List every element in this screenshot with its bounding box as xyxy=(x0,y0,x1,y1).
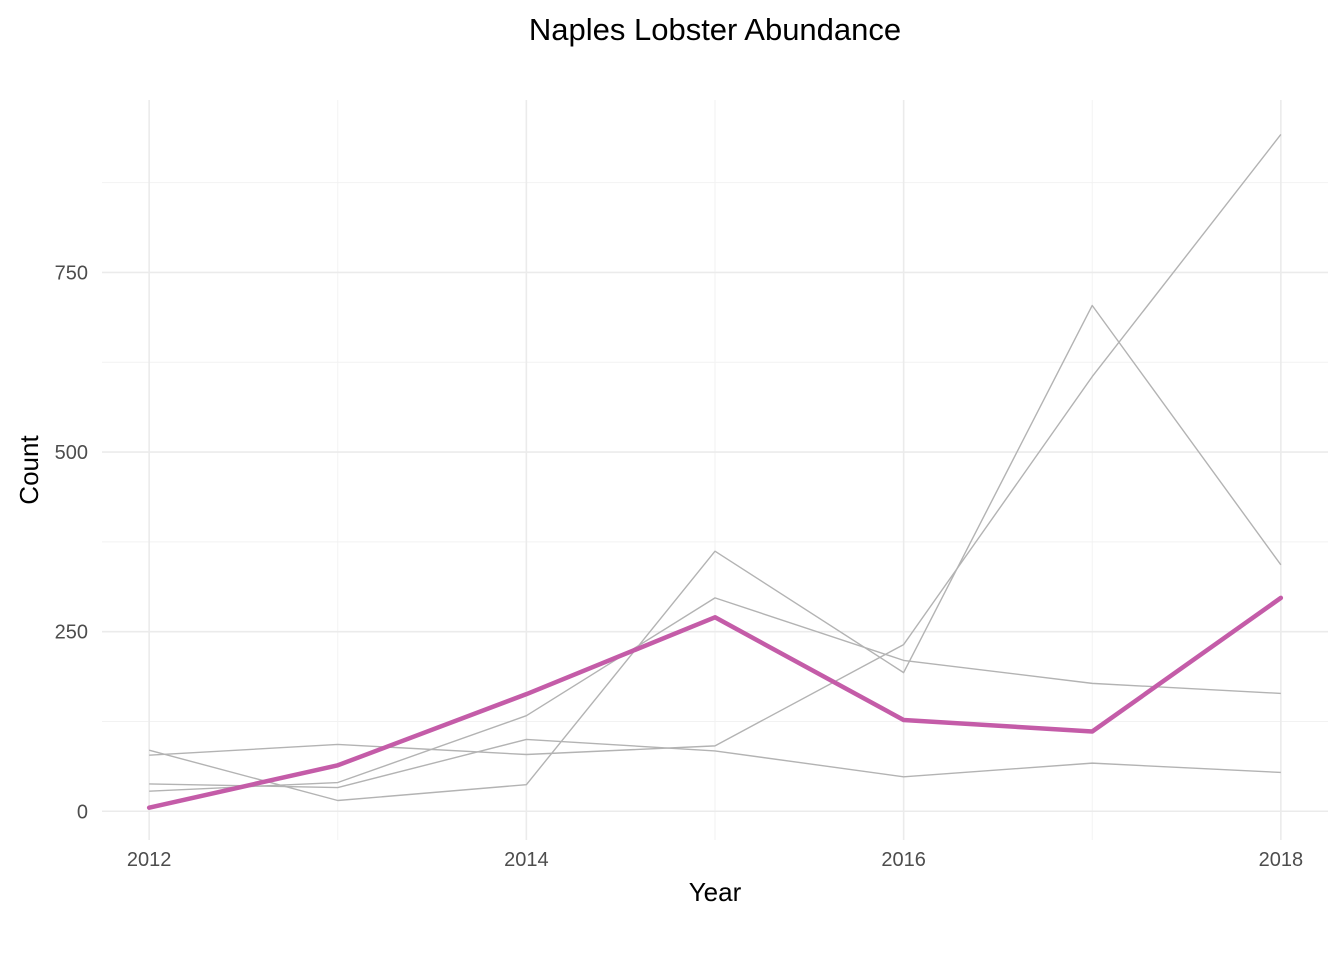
grid-lines xyxy=(102,100,1328,840)
series-line xyxy=(149,134,1282,756)
y-tick-label: 0 xyxy=(77,801,88,823)
series-line-highlighted xyxy=(146,595,1284,810)
y-tick-label: 250 xyxy=(55,622,88,644)
x-tick-label: 2014 xyxy=(504,849,549,871)
y-tick-label: 500 xyxy=(55,442,88,464)
series-line xyxy=(149,738,1281,789)
x-tick-label: 2012 xyxy=(127,849,172,871)
series-lines xyxy=(146,134,1284,810)
x-tick-label: 2016 xyxy=(881,849,926,871)
chart-title: Naples Lobster Abundance xyxy=(529,12,901,47)
tick-labels: 2012 2014 2016 2018 0 250 500 750 xyxy=(55,262,1303,871)
x-tick-label: 2018 xyxy=(1259,849,1304,871)
series-line xyxy=(149,597,1281,792)
series-line xyxy=(148,304,1282,802)
y-axis-title: Count xyxy=(14,435,44,505)
x-axis-title: Year xyxy=(689,877,742,907)
y-tick-label: 750 xyxy=(55,262,88,284)
